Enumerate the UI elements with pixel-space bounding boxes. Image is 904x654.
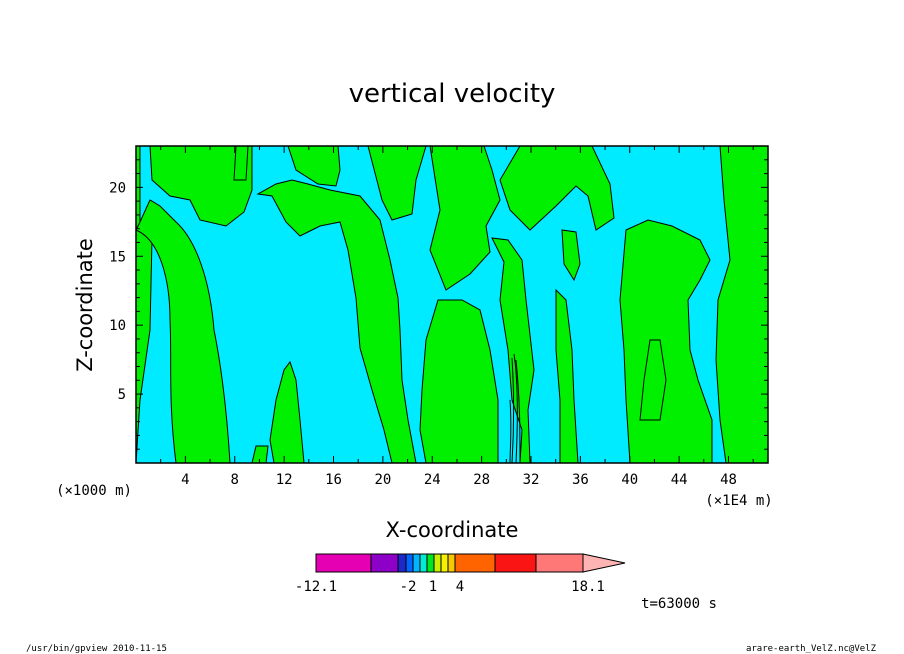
footer-left: /usr/bin/gpview 2010-11-15 — [26, 644, 167, 654]
positive-region — [429, 145, 501, 291]
y-axis: 5 10 15 20 — [109, 159, 768, 450]
colorbar-segment — [370, 553, 399, 573]
positive-region — [639, 339, 667, 421]
positive-region — [149, 145, 253, 227]
colorbar: -12.1 -2 1 4 18.1 — [295, 553, 626, 595]
colorbar-label: 18.1 — [571, 579, 605, 595]
x-tick-label: 48 — [720, 472, 737, 488]
colorbar-segment — [412, 553, 421, 573]
positive-region — [233, 145, 249, 181]
colorbar-segment — [440, 553, 449, 573]
x-tick-label: 28 — [473, 472, 490, 488]
plot-area — [135, 145, 769, 464]
colorbar-segment — [433, 553, 442, 573]
positive-region — [561, 229, 581, 282]
y-axis-title: Z-coordinate — [73, 238, 97, 372]
colorbar-label: 4 — [456, 579, 464, 595]
x-unit-right: (×1E4 m) — [705, 493, 772, 509]
x-tick-label: 4 — [181, 472, 189, 488]
colorbar-segment — [494, 553, 537, 573]
colorbar-segment — [426, 553, 435, 573]
colorbar-segment — [315, 553, 372, 573]
colorbar-segment — [419, 553, 428, 573]
colorbar-segment — [397, 553, 407, 573]
time-label: t=63000 s — [641, 596, 717, 612]
x-tick-label: 44 — [671, 472, 688, 488]
x-axis-title: X-coordinate — [386, 518, 519, 542]
colorbar-segment — [535, 553, 584, 573]
chart-title: vertical velocity — [349, 79, 556, 109]
strong-updraft-contours — [509, 353, 521, 464]
x-tick-label: 24 — [424, 472, 441, 488]
y-tick-label: 5 — [118, 387, 126, 403]
footer-right: arare-earth_VelZ.nc@VelZ — [746, 644, 877, 654]
colorbar-label: -12.1 — [295, 579, 337, 595]
positive-region — [135, 199, 231, 464]
x-axis: 4 8 12 16 20 24 28 32 36 40 44 48 — [160, 146, 754, 488]
x-tick-label: 16 — [325, 472, 342, 488]
x-tick-label: 8 — [231, 472, 239, 488]
y-tick-label: 10 — [109, 318, 126, 334]
x-tick-label: 12 — [276, 472, 293, 488]
colorbar-label: 1 — [429, 579, 437, 595]
plot-frame — [135, 145, 769, 464]
colorbar-segment — [447, 553, 456, 573]
x-tick-label: 40 — [621, 472, 638, 488]
colorbar-label: -2 — [400, 579, 417, 595]
y-tick-label: 15 — [109, 249, 126, 265]
colorbar-arrow — [582, 553, 626, 573]
x-tick-label: 32 — [523, 472, 540, 488]
y-tick-label: 20 — [109, 180, 126, 196]
positive-region — [715, 145, 769, 464]
x-tick-label: 36 — [572, 472, 589, 488]
x-unit-left: (×1000 m) — [56, 483, 132, 499]
x-tick-label: 20 — [374, 472, 391, 488]
colorbar-segment — [454, 553, 496, 573]
colorbar-segment — [405, 553, 414, 573]
